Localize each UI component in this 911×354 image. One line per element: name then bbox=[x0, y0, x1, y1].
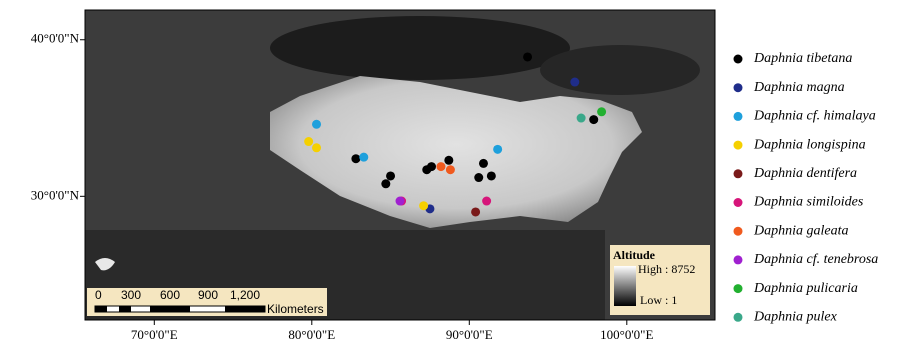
legend-label: Daphnia cf. himalaya bbox=[753, 109, 876, 124]
legend-label: Daphnia longispina bbox=[753, 137, 866, 152]
legend-label: Daphnia pulicaria bbox=[753, 281, 858, 296]
legend-label: Daphnia galeata bbox=[753, 223, 849, 238]
legend-label: Daphnia cf. tenebrosa bbox=[753, 252, 878, 267]
sample-point bbox=[359, 153, 368, 162]
sample-point bbox=[577, 114, 586, 123]
legend-marker bbox=[734, 83, 743, 92]
sample-point bbox=[474, 173, 483, 182]
legend-marker bbox=[734, 284, 743, 293]
legend-label: Daphnia tibetana bbox=[753, 51, 852, 66]
sample-point bbox=[482, 197, 491, 206]
y-tick-label: 40°0'0"N bbox=[31, 31, 80, 46]
legend-marker bbox=[734, 313, 743, 322]
legend-marker bbox=[734, 227, 743, 236]
scale-label: 1,200 bbox=[230, 288, 260, 302]
x-tick-label: 90°0'0"E bbox=[446, 327, 493, 342]
x-tick-label: 80°0'0"E bbox=[288, 327, 335, 342]
sample-point bbox=[479, 159, 488, 168]
scale-label: 300 bbox=[121, 288, 141, 302]
sample-point bbox=[444, 156, 453, 165]
legend-label: Daphnia pulex bbox=[753, 310, 838, 325]
sample-point bbox=[446, 165, 455, 174]
sample-point bbox=[597, 107, 606, 116]
sample-point bbox=[493, 145, 502, 154]
altitude-low: Low : 1 bbox=[640, 293, 677, 307]
legend-marker bbox=[734, 198, 743, 207]
sample-point bbox=[304, 137, 313, 146]
legend-label: Daphnia dentifera bbox=[753, 166, 857, 181]
scale-label: 600 bbox=[160, 288, 180, 302]
sample-point bbox=[419, 201, 428, 210]
sample-point bbox=[487, 171, 496, 180]
sample-point bbox=[396, 197, 405, 206]
map: Altitude High : 8752 Low : 1 70°0'0"E 80°… bbox=[0, 0, 911, 349]
legend-marker bbox=[734, 55, 743, 64]
sample-point bbox=[436, 162, 445, 171]
scale-unit: Kilometers bbox=[267, 302, 324, 316]
sample-point bbox=[381, 179, 390, 188]
scale-label: 0 bbox=[95, 288, 102, 302]
sample-point bbox=[351, 154, 360, 163]
sample-point bbox=[312, 120, 321, 129]
legend-marker bbox=[734, 169, 743, 178]
altitude-high: High : 8752 bbox=[638, 262, 695, 276]
sample-point bbox=[589, 115, 598, 124]
scale-label: 900 bbox=[198, 288, 218, 302]
sample-point bbox=[427, 162, 436, 171]
legend-marker bbox=[734, 112, 743, 121]
legend-label: Daphnia magna bbox=[753, 80, 845, 95]
legend-label: Daphnia similoides bbox=[753, 195, 864, 210]
sample-point bbox=[312, 143, 321, 152]
legend-marker bbox=[734, 255, 743, 264]
altitude-legend: Altitude High : 8752 Low : 1 bbox=[610, 245, 710, 315]
altitude-title: Altitude bbox=[613, 248, 656, 262]
legend-marker bbox=[734, 141, 743, 150]
sample-point bbox=[570, 78, 579, 87]
x-tick-label: 100°0'0"E bbox=[600, 327, 653, 342]
page: Altitude High : 8752 Low : 1 70°0'0"E 80°… bbox=[0, 0, 911, 349]
x-tick-label: 70°0'0"E bbox=[131, 327, 178, 342]
sample-point bbox=[386, 171, 395, 180]
sample-point bbox=[471, 207, 480, 216]
y-tick-label: 30°0'0"N bbox=[31, 187, 80, 202]
sample-point bbox=[523, 52, 532, 61]
